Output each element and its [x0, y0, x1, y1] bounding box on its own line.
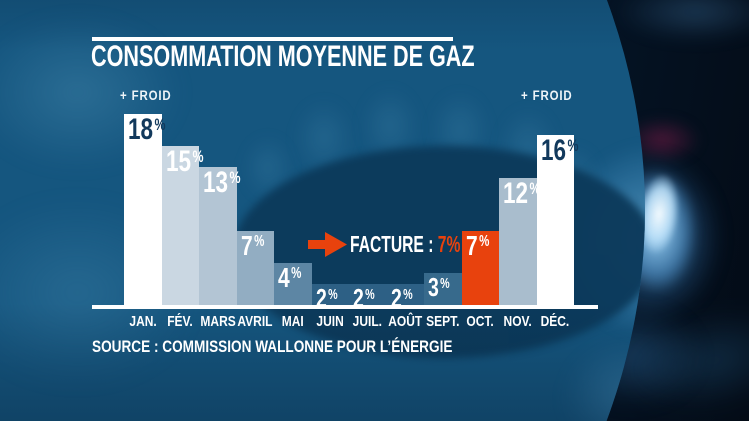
- invoice-value: 7%: [437, 231, 461, 257]
- bar: [124, 114, 162, 305]
- bar: [274, 262, 312, 305]
- bar: [386, 283, 424, 305]
- month-label: JUIL.: [353, 313, 383, 330]
- month-label: AOÛT: [388, 313, 423, 330]
- bar: [161, 146, 199, 305]
- month-label: NOV.: [503, 313, 532, 330]
- bar-value-label: 13%: [203, 166, 241, 200]
- page-title-text: CONSOMMATION MOYENNE DE GAZ: [91, 40, 475, 73]
- bar: [236, 230, 274, 305]
- month-label: JUIN: [316, 313, 344, 330]
- bar-value-label: 7%: [465, 229, 489, 261]
- invoice-label: FACTURE :: [350, 231, 434, 257]
- bar-value-label: 15%: [165, 145, 204, 178]
- month-label: JAN.: [129, 313, 157, 330]
- month-label: OCT.: [466, 313, 494, 330]
- title-rule: [92, 37, 453, 41]
- month-label: MAI: [281, 313, 304, 330]
- month-label: AVRIL: [237, 313, 273, 330]
- bar-value-label: 18%: [128, 113, 166, 147]
- bar: [424, 273, 462, 305]
- cold-label-right: + FROID: [521, 88, 573, 103]
- month-label: FÉV.: [167, 313, 194, 330]
- page-title: CONSOMMATION MOYENNE DE GAZ: [91, 42, 624, 72]
- x-axis-line: [92, 305, 598, 309]
- bar-value-label: 3%: [428, 272, 450, 303]
- bar: [461, 230, 499, 305]
- month-label: SEPT.: [426, 313, 460, 330]
- arrow-right-icon: [308, 232, 347, 257]
- cold-label-left: + FROID: [120, 88, 172, 103]
- bar-value-label: 12%: [503, 176, 541, 210]
- bar: [499, 177, 537, 305]
- bar-value-label: 2%: [315, 282, 338, 313]
- burner-dark-center: [233, 146, 645, 358]
- month-label: DÉC.: [540, 313, 570, 330]
- bar-value-label: 16%: [540, 134, 579, 168]
- bar-value-label: 2%: [390, 282, 413, 313]
- source-caption: SOURCE : COMMISSION WALLONNE POUR L’ÉNER…: [92, 337, 453, 356]
- bar-value-label: 7%: [240, 229, 264, 261]
- bar: [536, 135, 574, 305]
- bar-value-label: 4%: [278, 261, 302, 293]
- bar: [199, 167, 237, 305]
- month-label: MARS: [200, 313, 236, 330]
- bar: [311, 283, 349, 305]
- bar: [349, 283, 387, 305]
- bar-value-label: 2%: [353, 282, 375, 313]
- invoice-annotation: FACTURE : 7%: [350, 233, 512, 256]
